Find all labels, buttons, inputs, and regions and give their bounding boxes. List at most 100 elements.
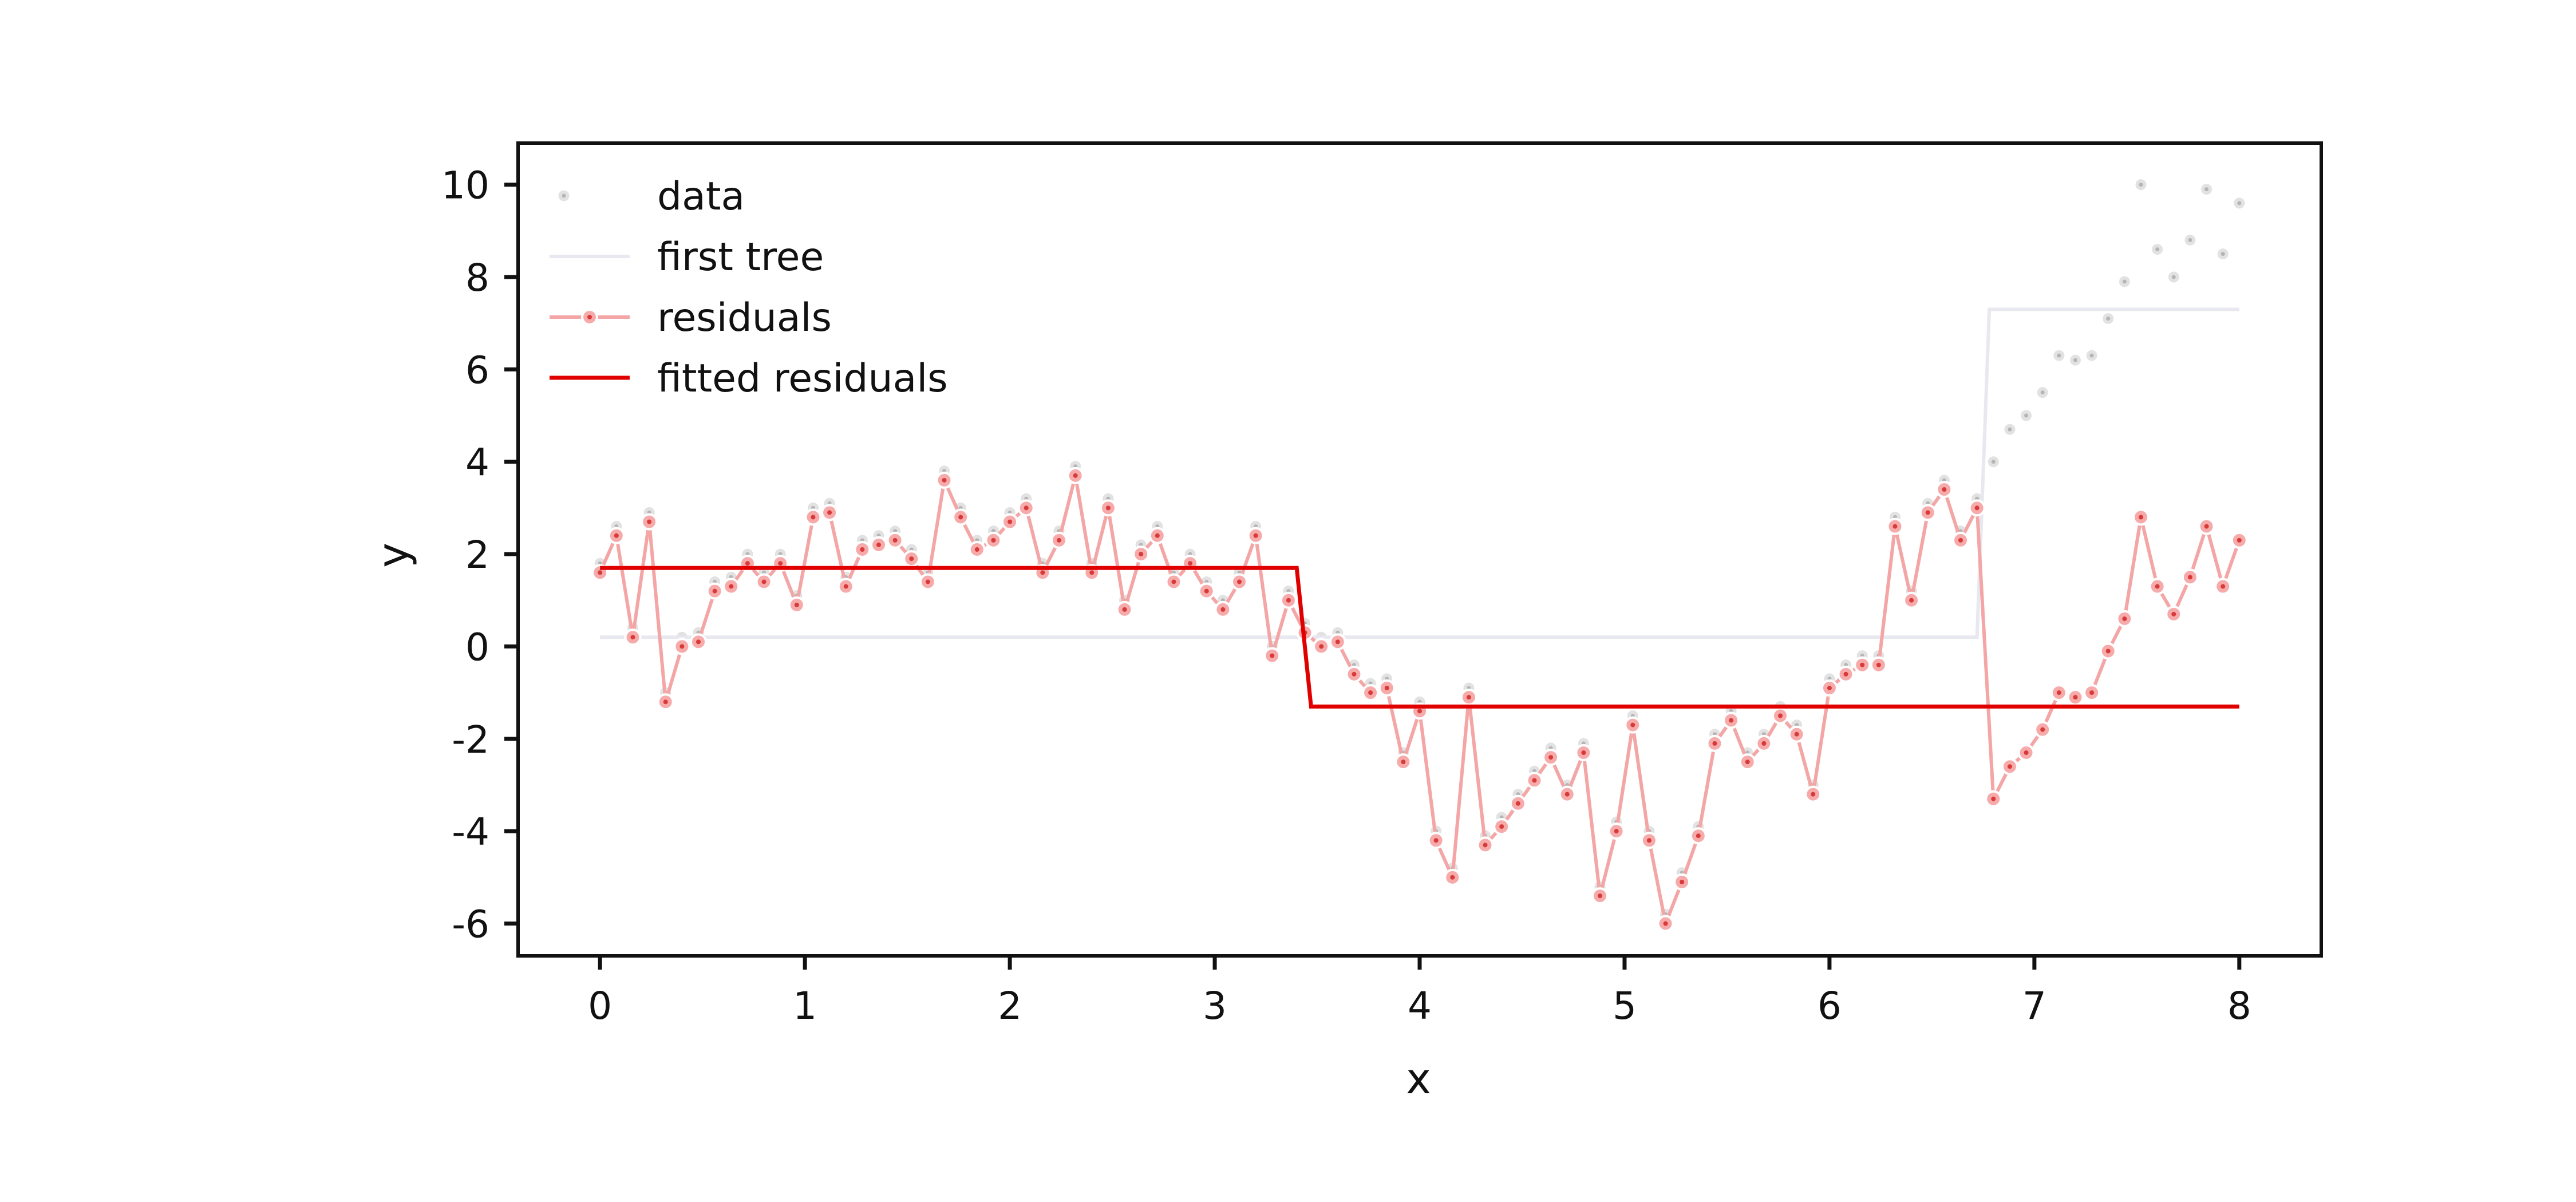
series-first-tree — [600, 307, 2239, 639]
residual-point-center — [679, 644, 685, 649]
series-data — [592, 177, 2247, 922]
residual-point-center — [1761, 741, 1767, 746]
legend-label: first tree — [657, 235, 824, 280]
series-residuals — [591, 466, 2248, 932]
residual-point-center — [2089, 690, 2095, 695]
residual-point-center — [614, 533, 619, 538]
residual-point-center — [811, 515, 816, 520]
data-point-center — [2040, 390, 2045, 395]
residual-point-center — [1450, 875, 1455, 880]
data-point-center — [2122, 279, 2127, 284]
residual-point-center — [1057, 537, 1061, 543]
residual-point-center — [958, 515, 963, 520]
x-tick-label: 7 — [2022, 984, 2046, 1028]
residual-point-center — [1909, 598, 1914, 603]
residual-point-center — [827, 510, 832, 515]
residual-point-center — [1335, 639, 1340, 645]
residual-point-center — [2171, 611, 2176, 616]
residual-point-center — [1680, 879, 1685, 884]
residual-point-center — [1876, 662, 1881, 667]
residual-point-center — [2187, 575, 2192, 580]
residual-point-center — [1843, 671, 1848, 677]
residual-point-center — [761, 579, 767, 584]
residual-point-center — [1499, 824, 1504, 829]
data-point-center — [2171, 275, 2176, 279]
residual-point-center — [909, 556, 914, 562]
residual-point-center — [1188, 561, 1193, 566]
residual-point-center — [1663, 921, 1668, 926]
residual-point-center — [1237, 579, 1242, 584]
residual-point-center — [2155, 584, 2160, 589]
x-tick-label: 2 — [998, 984, 1022, 1028]
residual-point-center — [1155, 533, 1160, 538]
x-tick-label: 5 — [1613, 984, 1637, 1028]
residual-point-center — [1794, 732, 1799, 737]
residual-point-center — [1974, 505, 1980, 511]
residual-point-center — [729, 584, 734, 589]
data-point-center — [2139, 183, 2143, 187]
residual-point-center — [876, 542, 881, 547]
residual-point-center — [1646, 838, 1652, 843]
residual-point-center — [1204, 588, 1209, 594]
series-fitted-residuals — [600, 566, 2239, 709]
y-tick-label: 10 — [441, 164, 489, 208]
residual-point-center — [1040, 570, 1045, 575]
residual-point-center — [1729, 718, 1734, 723]
residual-point-center — [1171, 579, 1176, 584]
residual-point-center — [712, 588, 717, 594]
residual-point-center — [1319, 644, 1324, 649]
residual-point-center — [1352, 671, 1357, 677]
data-point-center — [2237, 201, 2242, 205]
data-point-center — [2188, 238, 2192, 242]
residual-point-center — [778, 561, 783, 566]
data-point-center — [2155, 247, 2160, 252]
data-point-center — [2057, 353, 2061, 358]
residual-point-center — [1483, 843, 1488, 848]
data-point-center — [2204, 187, 2209, 192]
data-point-center — [2106, 317, 2111, 321]
data-point-center — [2024, 413, 2029, 418]
y-tick-label: 2 — [465, 533, 489, 577]
legend-label: fitted residuals — [657, 356, 948, 401]
residual-point-center — [942, 477, 947, 483]
residual-point-center — [1745, 760, 1750, 765]
residual-point-center — [1008, 519, 1013, 524]
data-point-center — [1991, 460, 1996, 464]
residual-point-center — [974, 547, 979, 552]
residual-point-center — [2024, 750, 2029, 755]
residual-point-center — [1417, 709, 1422, 714]
residual-point-center — [1122, 607, 1127, 612]
residual-point-center — [2122, 616, 2127, 622]
residual-point-center — [1466, 695, 1471, 700]
x-tick-label: 0 — [588, 984, 612, 1028]
legend-swatch-data-center — [562, 193, 566, 198]
residual-point-center — [2221, 584, 2226, 589]
legend-item: first tree — [550, 235, 824, 280]
residual-point-center — [2139, 515, 2143, 520]
residual-point-center — [663, 699, 668, 705]
residual-point-center — [1433, 838, 1439, 843]
data-point-center — [2073, 358, 2077, 362]
x-tick-label: 3 — [1203, 984, 1227, 1028]
residual-point-center — [1778, 713, 1783, 718]
residual-point-center — [1712, 741, 1717, 746]
residual-point-center — [1614, 829, 1619, 834]
residual-point-center — [1696, 833, 1701, 839]
residual-point-center — [1811, 792, 1816, 797]
residual-point-center — [1581, 750, 1586, 755]
legend-swatch-residuals-center — [587, 315, 592, 319]
y-tick-label: -2 — [452, 718, 489, 762]
x-tick-label: 8 — [2227, 984, 2251, 1028]
x-axis: 0 1 2 3 4 5 6 7 8 — [588, 956, 2251, 1028]
residual-point-center — [2204, 524, 2209, 529]
residual-point-center — [2073, 695, 2078, 700]
residual-point-center — [1073, 473, 1078, 478]
x-tick-label: 4 — [1408, 984, 1432, 1028]
residual-point-center — [2007, 764, 2012, 769]
y-tick-label: 0 — [465, 625, 489, 669]
residual-point-center — [598, 570, 603, 575]
residual-point-center — [745, 561, 750, 566]
x-axis-label: x — [1406, 1054, 1431, 1104]
residual-point-center — [1925, 510, 1930, 515]
